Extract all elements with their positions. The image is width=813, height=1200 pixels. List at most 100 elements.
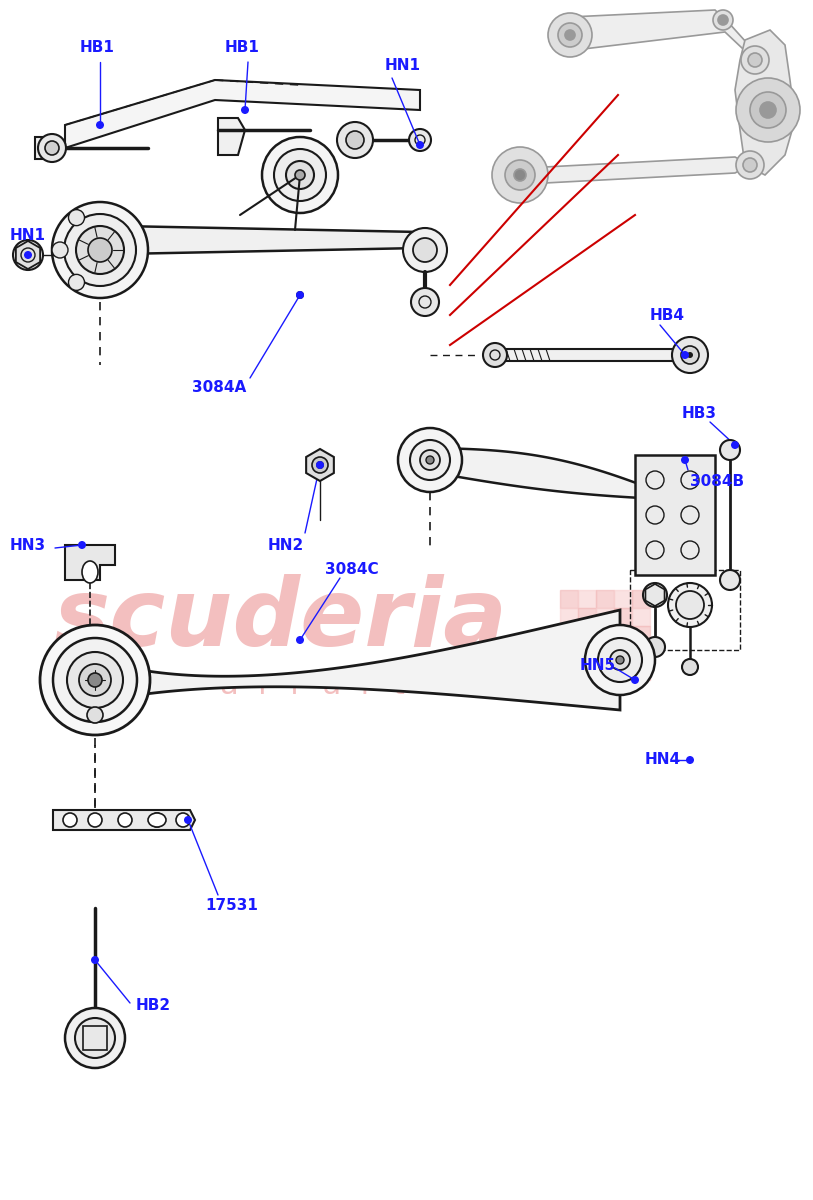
Circle shape xyxy=(337,122,373,158)
Bar xyxy=(596,590,614,608)
Polygon shape xyxy=(430,448,680,500)
Circle shape xyxy=(420,450,440,470)
Text: HB1: HB1 xyxy=(225,41,260,55)
Circle shape xyxy=(52,202,148,298)
Polygon shape xyxy=(218,118,245,155)
Circle shape xyxy=(13,240,43,270)
Circle shape xyxy=(668,583,712,626)
Circle shape xyxy=(672,337,708,373)
Circle shape xyxy=(79,664,111,696)
Circle shape xyxy=(96,121,104,128)
Bar xyxy=(632,644,650,662)
Circle shape xyxy=(718,14,728,25)
Circle shape xyxy=(295,170,305,180)
Circle shape xyxy=(68,210,85,226)
Circle shape xyxy=(68,275,85,290)
Circle shape xyxy=(88,673,102,686)
Circle shape xyxy=(413,238,437,262)
Bar xyxy=(614,626,632,644)
Text: HN3: HN3 xyxy=(10,538,46,552)
Text: 17531: 17531 xyxy=(205,899,258,913)
Circle shape xyxy=(286,161,314,188)
Circle shape xyxy=(713,10,733,30)
Bar xyxy=(560,608,578,626)
Circle shape xyxy=(184,816,192,824)
Circle shape xyxy=(741,46,769,74)
Bar xyxy=(614,644,632,662)
Polygon shape xyxy=(70,226,430,254)
Circle shape xyxy=(346,131,364,149)
Text: HN2: HN2 xyxy=(268,538,304,552)
Circle shape xyxy=(274,149,326,200)
Circle shape xyxy=(296,290,304,299)
Circle shape xyxy=(645,637,665,658)
Circle shape xyxy=(67,652,123,708)
Ellipse shape xyxy=(82,560,98,583)
Bar xyxy=(578,644,596,662)
Circle shape xyxy=(403,228,447,272)
Circle shape xyxy=(731,440,739,449)
Circle shape xyxy=(52,242,68,258)
Circle shape xyxy=(585,625,655,695)
Bar xyxy=(596,608,614,626)
Circle shape xyxy=(76,226,124,274)
Bar xyxy=(596,626,614,644)
Circle shape xyxy=(643,583,667,607)
Polygon shape xyxy=(53,810,195,830)
Circle shape xyxy=(736,78,800,142)
Circle shape xyxy=(681,346,699,364)
Bar xyxy=(560,662,578,680)
Circle shape xyxy=(65,1008,125,1068)
Circle shape xyxy=(312,457,328,473)
Polygon shape xyxy=(490,349,685,361)
Circle shape xyxy=(87,707,103,722)
Text: 3084A: 3084A xyxy=(192,380,246,396)
Text: 3084C: 3084C xyxy=(325,563,379,577)
Circle shape xyxy=(565,30,575,40)
Bar xyxy=(632,608,650,626)
Bar xyxy=(560,626,578,644)
Polygon shape xyxy=(635,455,715,575)
Circle shape xyxy=(296,290,304,299)
Circle shape xyxy=(409,128,431,151)
Polygon shape xyxy=(95,610,620,710)
Text: HN4: HN4 xyxy=(645,752,681,768)
Circle shape xyxy=(505,160,535,190)
Circle shape xyxy=(483,343,507,367)
Text: 3084B: 3084B xyxy=(690,474,744,490)
Circle shape xyxy=(610,650,630,670)
Bar xyxy=(614,608,632,626)
Bar xyxy=(578,662,596,680)
Ellipse shape xyxy=(88,814,102,827)
Circle shape xyxy=(411,288,439,316)
Circle shape xyxy=(316,461,324,469)
Bar xyxy=(596,644,614,662)
Bar xyxy=(632,662,650,680)
Circle shape xyxy=(88,238,112,262)
Circle shape xyxy=(398,428,462,492)
Circle shape xyxy=(736,151,764,179)
Circle shape xyxy=(631,676,639,684)
Circle shape xyxy=(40,625,150,734)
Text: scuderia: scuderia xyxy=(53,574,507,666)
Polygon shape xyxy=(16,241,40,269)
Polygon shape xyxy=(558,10,760,65)
Circle shape xyxy=(426,456,434,464)
Circle shape xyxy=(616,656,624,664)
Circle shape xyxy=(760,102,776,118)
Polygon shape xyxy=(65,80,420,148)
Circle shape xyxy=(78,541,86,550)
Circle shape xyxy=(64,214,136,286)
Circle shape xyxy=(75,1018,115,1058)
Circle shape xyxy=(514,169,526,181)
Circle shape xyxy=(492,146,548,203)
Circle shape xyxy=(296,636,304,644)
Text: a  r  r  a  r  t  s: a r r a r t s xyxy=(220,671,440,700)
Circle shape xyxy=(676,590,704,619)
Circle shape xyxy=(548,13,592,56)
Circle shape xyxy=(262,137,338,214)
Circle shape xyxy=(558,23,582,47)
Ellipse shape xyxy=(63,814,77,827)
Circle shape xyxy=(38,134,66,162)
Ellipse shape xyxy=(150,814,164,827)
